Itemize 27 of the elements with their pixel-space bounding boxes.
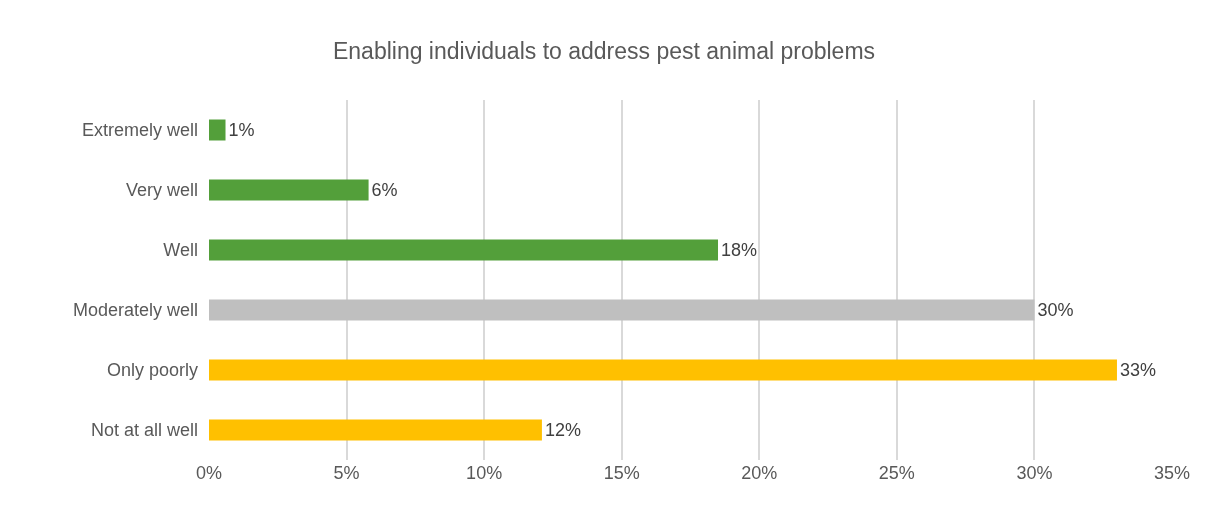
data-label: 33% [1119,360,1156,380]
data-label: 12% [544,420,581,440]
x-tick-label: 20% [741,463,778,483]
x-tick-label: 15% [603,463,640,483]
bar [209,299,1035,321]
y-tick-label: Well [163,240,198,261]
data-label: 1% [228,120,255,140]
x-tick-label: 10% [466,463,503,483]
bar [209,419,542,441]
y-tick-label: Very well [125,180,198,201]
y-tick-label: Extremely well [81,120,198,141]
y-tick-label: Moderately well [72,300,198,321]
bar [209,179,369,201]
x-tick-label: 30% [1016,463,1053,483]
data-label: 30% [1037,300,1074,320]
x-tick-label: 5% [333,463,360,483]
x-tick-label: 25% [878,463,915,483]
x-tick-label: 0% [195,463,223,483]
data-label: 18% [721,240,758,260]
bar [209,239,719,261]
chart-title: Enabling individuals to address pest animal problems [332,38,876,65]
bar [209,119,226,141]
data-label: 6% [371,180,398,200]
x-tick-label: 35% [1153,463,1191,483]
y-tick-label: Only poorly [106,360,198,381]
y-tick-label: Not at all well [90,420,198,441]
bar [209,359,1117,381]
